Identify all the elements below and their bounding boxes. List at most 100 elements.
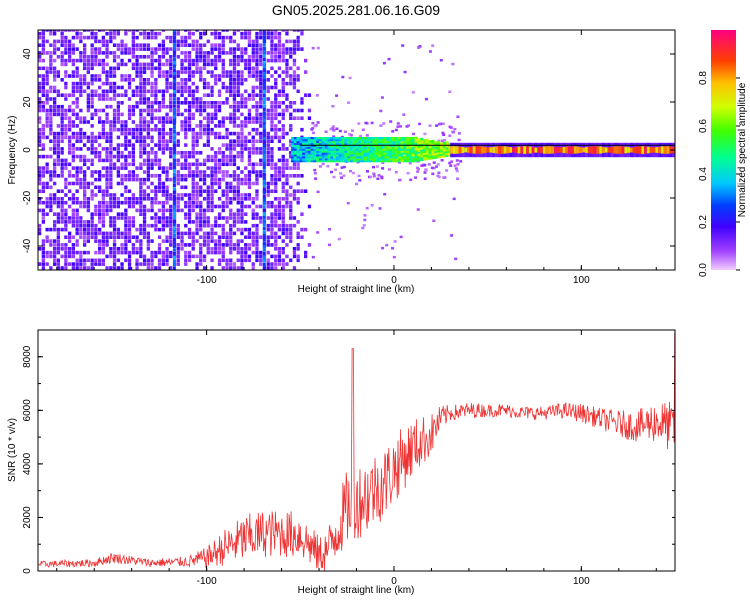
heatmap-cell bbox=[310, 158, 314, 161]
heatmap-cell bbox=[372, 139, 376, 142]
heatmap-cell bbox=[94, 39, 98, 44]
heatmap-cell bbox=[112, 231, 117, 236]
heatmap-cell bbox=[142, 108, 147, 113]
heatmap-cell bbox=[101, 97, 105, 101]
heatmap-cell bbox=[150, 216, 154, 220]
heatmap-cell bbox=[199, 162, 203, 167]
heatmap-cell bbox=[229, 112, 233, 117]
heatmap-cell bbox=[369, 175, 373, 179]
heatmap-cell bbox=[266, 239, 270, 243]
heatmap-cell bbox=[90, 147, 94, 151]
heatmap-cell bbox=[71, 143, 75, 147]
heatmap-cell bbox=[139, 81, 143, 86]
heatmap-cell bbox=[68, 74, 72, 78]
heatmap-cell bbox=[120, 181, 124, 186]
heatmap-cell bbox=[229, 151, 233, 155]
heatmap-cell bbox=[274, 108, 278, 113]
heatmap-cell bbox=[255, 197, 259, 201]
heatmap-cell bbox=[60, 243, 64, 247]
heatmap-cell bbox=[289, 55, 293, 59]
heatmap-cell bbox=[79, 139, 83, 143]
heatmap-cell bbox=[352, 140, 356, 144]
heatmap-cell bbox=[150, 58, 154, 63]
heatmap-cell bbox=[187, 108, 192, 113]
heatmap-cell bbox=[305, 148, 308, 151]
heatmap-cell bbox=[341, 148, 345, 151]
heatmap-cell bbox=[180, 239, 184, 243]
heatmap-cell bbox=[259, 78, 263, 82]
heatmap-cell bbox=[199, 212, 203, 216]
heatmap-cell bbox=[146, 193, 150, 197]
heatmap-cell bbox=[75, 258, 79, 263]
heatmap-cell bbox=[195, 181, 199, 186]
heatmap-cell bbox=[214, 78, 218, 82]
heatmap-cell bbox=[112, 166, 117, 170]
heatmap-cell bbox=[225, 85, 229, 90]
heatmap-cell bbox=[307, 160, 311, 163]
heatmap-cell bbox=[338, 160, 342, 163]
heatmap-cell bbox=[358, 158, 362, 161]
heatmap-cell bbox=[281, 170, 285, 174]
heatmap-cell bbox=[75, 89, 79, 94]
heatmap-cell bbox=[191, 58, 195, 63]
heatmap-cell bbox=[330, 144, 334, 147]
heatmap-cell bbox=[187, 112, 192, 117]
heatmap-cell bbox=[214, 35, 218, 40]
heatmap-cell bbox=[71, 200, 75, 205]
heatmap-cell bbox=[68, 231, 72, 236]
heatmap-cell bbox=[232, 162, 237, 167]
heatmap-cell bbox=[347, 140, 351, 144]
heatmap-cell bbox=[109, 120, 113, 124]
heatmap-cell bbox=[221, 66, 225, 71]
heatmap-cell bbox=[221, 30, 225, 32]
heatmap-cell bbox=[311, 46, 315, 50]
heatmap-cell bbox=[396, 122, 400, 125]
heatmap-cell bbox=[109, 97, 113, 101]
heatmap-cell bbox=[83, 185, 87, 190]
heatmap-cell bbox=[90, 112, 94, 117]
heatmap-cell bbox=[439, 142, 443, 145]
heatmap-cell bbox=[240, 181, 244, 186]
heatmap-cell bbox=[365, 134, 369, 137]
heatmap-cell bbox=[333, 156, 337, 159]
y-tick-label: 4000 bbox=[22, 452, 33, 475]
heatmap-cell bbox=[154, 154, 158, 159]
heatmap-cell bbox=[109, 135, 113, 140]
heatmap-cell bbox=[305, 137, 308, 140]
heatmap-cell bbox=[217, 51, 222, 55]
heatmap-cell bbox=[161, 166, 165, 170]
heatmap-cell bbox=[244, 139, 248, 143]
heatmap-cell bbox=[135, 250, 139, 255]
heatmap-cell bbox=[289, 74, 293, 78]
heatmap-cell bbox=[180, 154, 184, 159]
heatmap-cell bbox=[310, 139, 314, 142]
heatmap-cell bbox=[64, 266, 68, 270]
heatmap-cell bbox=[60, 116, 64, 120]
heatmap-cell bbox=[221, 58, 225, 63]
heatmap-cell bbox=[281, 30, 285, 32]
heatmap-cell bbox=[391, 247, 395, 250]
heatmap-cell bbox=[299, 156, 303, 159]
heatmap-cell bbox=[240, 70, 244, 74]
heatmap-cell bbox=[75, 181, 79, 186]
heatmap-cell bbox=[409, 146, 412, 149]
heatmap-cell bbox=[90, 216, 94, 220]
heatmap-cell bbox=[210, 74, 214, 78]
heatmap-cell bbox=[217, 101, 222, 105]
heatmap-cell bbox=[281, 154, 285, 159]
heatmap-cell bbox=[400, 160, 404, 163]
heatmap-cell bbox=[302, 160, 306, 163]
heatmap-streak-cell bbox=[262, 201, 266, 205]
heatmap-cell bbox=[161, 139, 165, 143]
heatmap-cell bbox=[277, 112, 282, 117]
heatmap-cell bbox=[165, 89, 169, 94]
heatmap-cell bbox=[75, 97, 79, 101]
heatmap-cell bbox=[364, 121, 368, 125]
heatmap-cell bbox=[56, 55, 60, 59]
heatmap-cell bbox=[225, 35, 229, 40]
heatmap-cell bbox=[330, 142, 334, 145]
heatmap-cell bbox=[124, 235, 128, 239]
heatmap-cell bbox=[217, 239, 222, 243]
heatmap-cell bbox=[202, 266, 207, 270]
heatmap-cell bbox=[411, 139, 415, 142]
